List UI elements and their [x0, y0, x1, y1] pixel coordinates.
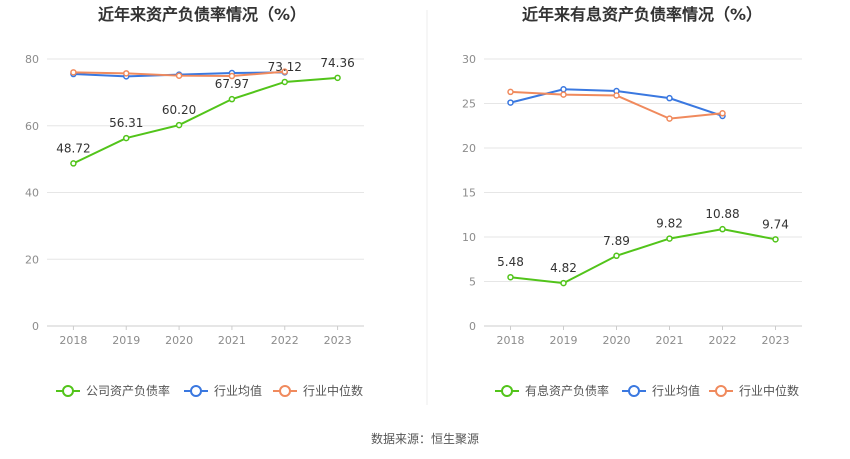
legend-label: 有息资产负债率: [525, 383, 609, 398]
x-tick-label: 2020: [603, 334, 631, 347]
x-tick-label: 2021: [218, 334, 246, 347]
x-tick-label: 2023: [762, 334, 790, 347]
data-point: [281, 68, 288, 75]
y-tick-label: 0: [32, 320, 39, 333]
data-label: 48.72: [56, 141, 90, 155]
y-tick-label: 80: [25, 53, 39, 66]
data-point: [70, 160, 77, 167]
data-label: 60.20: [162, 103, 196, 117]
chart-title: 近年来资产负债率情况（%）: [98, 5, 306, 24]
x-tick-label: 2022: [271, 334, 299, 347]
data-point: [334, 74, 341, 82]
x-tick-label: 2018: [59, 334, 87, 347]
data-label: 7.89: [603, 234, 630, 248]
legend-marker-icon: [628, 385, 640, 397]
y-tick-label: 15: [462, 187, 476, 200]
data-point: [228, 95, 236, 103]
data-point: [507, 273, 514, 281]
legend-marker-icon: [279, 385, 291, 397]
x-tick-label: 2018: [497, 334, 525, 347]
data-label: 56.31: [109, 116, 143, 130]
data-label: 10.88: [705, 207, 739, 221]
legend-label: 行业均值: [214, 383, 262, 398]
data-point: [507, 99, 514, 106]
legend-label: 公司资产负债率: [86, 383, 170, 398]
data-point: [772, 236, 779, 243]
legend-marker-icon: [190, 385, 202, 397]
data-point: [507, 88, 514, 96]
y-tick-label: 30: [462, 53, 476, 66]
data-label: 5.48: [497, 255, 524, 269]
chart-title: 近年来有息资产负债率情况（%）: [522, 5, 762, 24]
legend-marker-icon: [62, 385, 74, 397]
y-tick-label: 10: [462, 231, 476, 244]
data-point: [560, 86, 567, 93]
data-label: 73.12: [268, 60, 302, 74]
data-point: [666, 115, 673, 122]
x-tick-label: 2020: [165, 334, 193, 347]
legend-item[interactable]: 行业中位数: [273, 383, 363, 398]
data-point: [560, 279, 567, 287]
x-tick-label: 2021: [656, 334, 684, 347]
data-label: 4.82: [550, 261, 577, 275]
legend-item[interactable]: 行业中位数: [709, 383, 799, 398]
chart-interest-bearing-liability-ratio: 近年来有息资产负债率情况（%） 0 5 10 15 20 25 30 2018 2019 2020 2…: [462, 5, 802, 398]
legend-label: 行业中位数: [739, 383, 799, 398]
x-tick-label: 2019: [550, 334, 578, 347]
y-tick-label: 25: [462, 98, 476, 111]
data-label: 9.82: [656, 217, 683, 231]
x-tick-label: 2023: [324, 334, 352, 347]
data-point: [666, 94, 673, 102]
data-point: [228, 72, 236, 80]
data-point: [281, 78, 288, 86]
legend-marker-icon: [501, 385, 513, 397]
y-tick-label: 20: [25, 253, 39, 266]
legend-item[interactable]: 有息资产负债率: [495, 383, 609, 398]
legend-item[interactable]: 公司资产负债率: [56, 383, 170, 398]
legend-label: 行业中位数: [303, 383, 363, 398]
data-point: [560, 91, 567, 98]
data-point: [666, 235, 673, 242]
chart-asset-liability-ratio: 近年来资产负债率情况（%） 0 20 40 60 80 2018 2019 2020 2021 20…: [25, 5, 364, 398]
legend-item[interactable]: 行业均值: [184, 383, 262, 398]
data-point: [70, 69, 77, 76]
y-tick-label: 0: [469, 320, 476, 333]
data-source: 数据来源：恒生聚源: [371, 431, 479, 446]
data-label: 67.97: [215, 77, 249, 91]
data-point: [613, 92, 620, 99]
data-point: [719, 110, 726, 117]
series-line: [72, 76, 338, 165]
data-label: 9.74: [762, 217, 789, 231]
data-label: 74.36: [320, 56, 354, 70]
legend-label: 行业均值: [652, 383, 700, 398]
x-tick-label: 2019: [112, 334, 140, 347]
data-point: [613, 252, 620, 260]
y-tick-label: 20: [462, 142, 476, 155]
x-tick-label: 2022: [709, 334, 737, 347]
data-point: [123, 134, 130, 142]
y-tick-label: 40: [25, 187, 39, 200]
data-point: [123, 70, 130, 77]
legend-marker-icon: [715, 385, 727, 397]
series-line: [510, 228, 776, 285]
legend-item[interactable]: 行业均值: [622, 383, 700, 398]
data-point: [175, 72, 183, 79]
data-point: [175, 121, 183, 129]
data-point: [719, 225, 726, 233]
y-tick-label: 5: [469, 276, 476, 289]
y-tick-label: 60: [25, 120, 39, 133]
